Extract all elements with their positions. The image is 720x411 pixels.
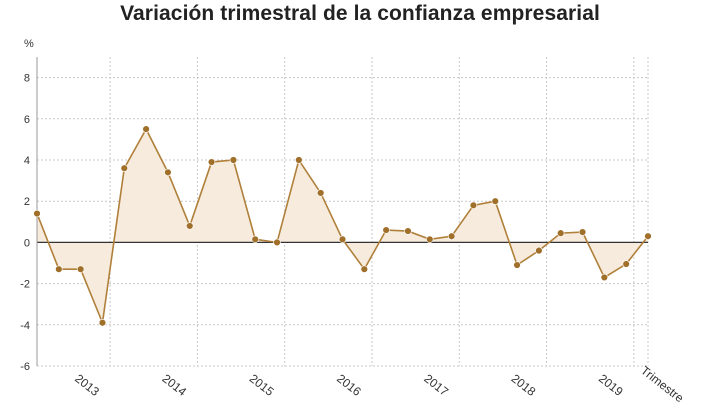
data-point: [382, 226, 390, 234]
x-tick-label: 2015: [247, 371, 277, 399]
data-point: [33, 209, 41, 218]
data-point: [273, 238, 281, 247]
data-point: [142, 125, 150, 133]
data-point: [469, 201, 478, 210]
data-point: [426, 235, 434, 244]
y-tick-label: -4: [20, 320, 30, 332]
x-tick-label: 2016: [334, 371, 364, 399]
y-axis-label: %: [24, 38, 34, 50]
x-axis-label: Trimestre: [638, 363, 686, 405]
data-point: [316, 189, 325, 197]
y-tick-label: 4: [24, 155, 30, 167]
x-tick-label: 2019: [596, 371, 626, 399]
x-tick-label: 2013: [72, 371, 102, 399]
data-point: [578, 228, 587, 236]
y-tick-label: 0: [24, 237, 30, 249]
data-point: [251, 235, 259, 244]
data-point: [338, 235, 347, 244]
data-point: [164, 168, 172, 177]
x-tick-label: 2017: [421, 371, 451, 399]
data-point: [644, 232, 652, 240]
data-point: [229, 156, 238, 164]
data-point: [600, 273, 609, 282]
chart-title: Variación trimestral de la confianza emp…: [120, 2, 600, 25]
x-tick-label: 2014: [160, 371, 190, 399]
y-tick-label: 6: [24, 114, 30, 126]
data-point: [98, 319, 107, 327]
data-point: [622, 260, 630, 268]
series-area: [37, 129, 648, 323]
data-point: [557, 229, 565, 237]
y-tick-label: 2: [24, 196, 30, 208]
data-point: [447, 232, 456, 240]
y-tick-label: 8: [24, 73, 30, 85]
data-point: [186, 222, 194, 230]
data-point: [120, 164, 128, 172]
data-point: [535, 246, 543, 255]
data-point: [76, 265, 85, 273]
data-point: [295, 156, 303, 164]
y-tick-label: -2: [20, 279, 30, 291]
data-point: [360, 265, 369, 273]
data-point: [404, 227, 412, 235]
data-point: [207, 158, 216, 166]
y-tick-label: -6: [20, 361, 30, 373]
data-point: [55, 265, 63, 273]
data-point: [491, 197, 499, 205]
data-point: [513, 261, 521, 269]
x-tick-label: 2018: [509, 371, 539, 399]
